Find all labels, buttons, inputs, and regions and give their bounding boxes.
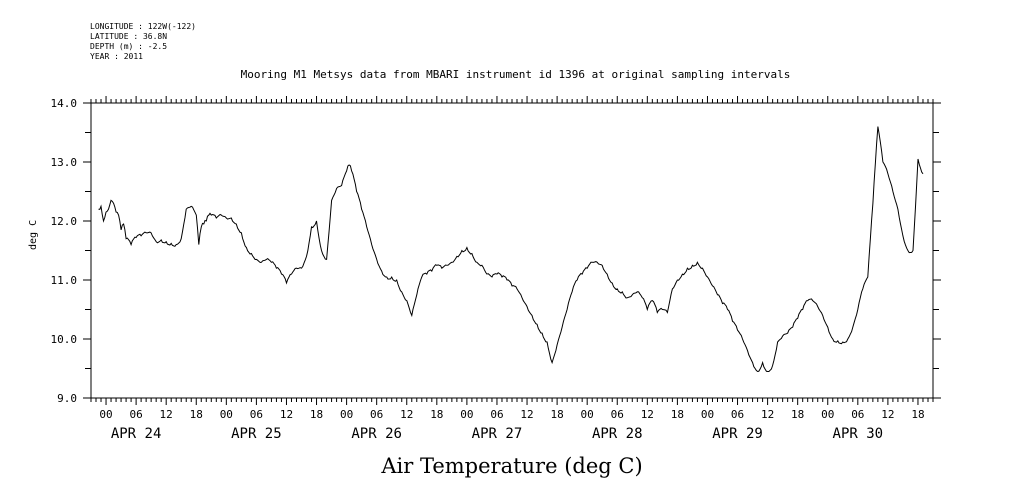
x-hour-label: 12: [641, 408, 654, 421]
x-hour-label: 18: [190, 408, 203, 421]
x-hour-label: 12: [761, 408, 774, 421]
x-hour-label: 00: [701, 408, 714, 421]
x-hour-label: 12: [400, 408, 413, 421]
x-hour-label: 06: [490, 408, 503, 421]
x-hour-label: 06: [370, 408, 383, 421]
plot-frame: [90, 102, 934, 399]
y-tick-label: 11.0: [51, 274, 78, 287]
x-hour-label: 18: [911, 408, 924, 421]
x-hour-label: 00: [821, 408, 834, 421]
y-tick-label: 13.0: [51, 156, 78, 169]
x-hour-label: 18: [430, 408, 443, 421]
metadata-block: LONGITUDE : 122W(-122) LATITUDE : 36.8N …: [90, 22, 196, 62]
x-hour-label: 06: [611, 408, 624, 421]
y-tick-label: 12.0: [51, 215, 78, 228]
x-hour-label: 18: [791, 408, 804, 421]
chart-axes: [90, 102, 934, 399]
x-hour-label: 00: [460, 408, 473, 421]
x-hour-label: 12: [160, 408, 173, 421]
x-day-label: APR 28: [592, 426, 643, 442]
x-axis-label: Air Temperature (deg C): [381, 454, 643, 478]
x-day-label: APR 29: [712, 426, 763, 442]
x-day-label: APR 27: [472, 426, 523, 442]
y-tick-label: 14.0: [51, 97, 78, 110]
x-day-label: APR 26: [351, 426, 402, 442]
x-hour-label: 18: [671, 408, 684, 421]
x-hour-label: 12: [881, 408, 894, 421]
x-hour-label: 00: [220, 408, 233, 421]
x-hour-label: 12: [520, 408, 533, 421]
x-hour-label: 18: [310, 408, 323, 421]
latitude-label: LATITUDE : 36.8N: [90, 32, 168, 41]
chart-tick-labels: 00 06 12 18 00 06 12 18 00 06 12 18 00 06 12 18 00 06 12 18…: [51, 97, 925, 442]
longitude-label: LONGITUDE : 122W(-122): [90, 22, 196, 31]
x-hour-label: 18: [550, 408, 563, 421]
x-hour-label: 12: [280, 408, 293, 421]
chart-ticks: [83, 96, 941, 405]
x-day-label: APR 24: [111, 426, 162, 442]
year-label: YEAR : 2011: [90, 52, 143, 61]
y-tick-label: 9.0: [57, 392, 77, 405]
x-day-label: APR 25: [231, 426, 282, 442]
x-hour-label: 00: [581, 408, 594, 421]
depth-label: DEPTH (m) : -2.5: [90, 42, 168, 51]
x-hour-label: 06: [851, 408, 864, 421]
x-hour-label: 00: [99, 408, 112, 421]
x-day-label: APR 30: [833, 426, 884, 442]
y-tick-label: 10.0: [51, 333, 78, 346]
x-hour-label: 06: [129, 408, 142, 421]
x-hour-label: 06: [250, 408, 263, 421]
x-hour-label: 00: [340, 408, 353, 421]
chart-series: [98, 126, 924, 373]
temperature-line: [98, 126, 924, 373]
x-hour-label: 06: [731, 408, 744, 421]
chart-title: Mooring M1 Metsys data from MBARI instru…: [240, 68, 791, 81]
